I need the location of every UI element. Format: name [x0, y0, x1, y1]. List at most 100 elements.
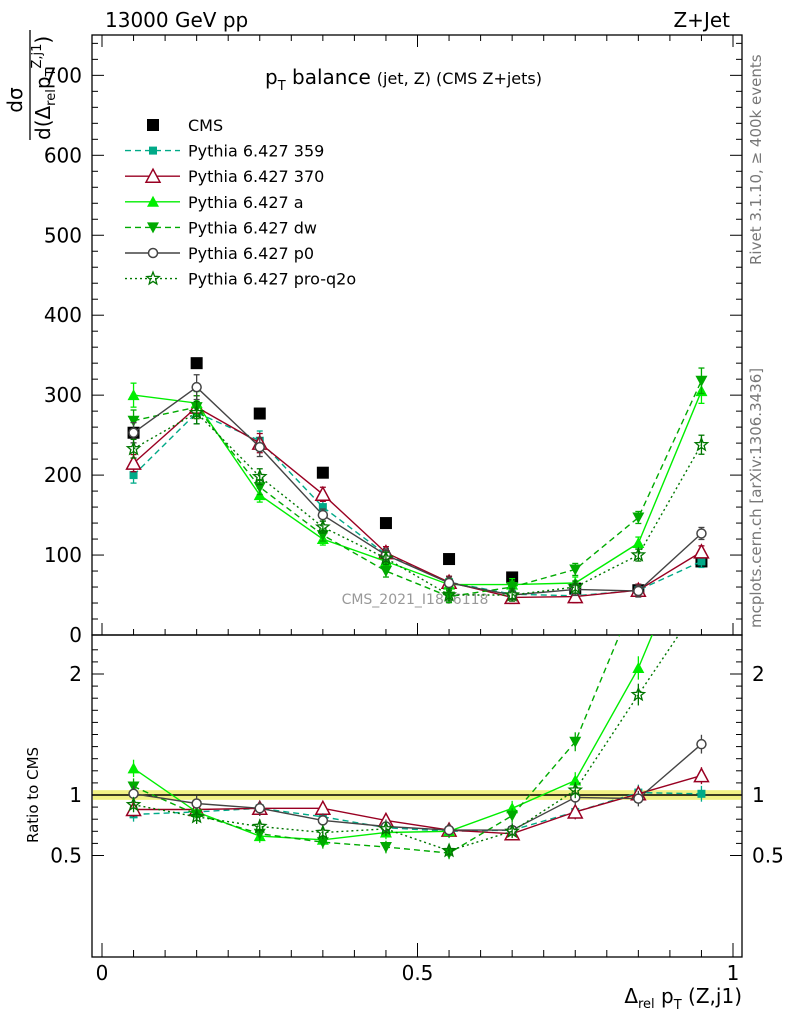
title-main: p	[265, 65, 278, 89]
legend-label: Pythia 6.427 p0	[188, 244, 314, 263]
data-point	[632, 512, 645, 524]
data-point	[693, 436, 710, 452]
main-title: pT balance (jet, Z) (CMS Z+jets)	[265, 65, 542, 94]
legend-marker	[147, 119, 159, 131]
ratio-line	[133, 635, 680, 852]
title-rest: balance	[286, 65, 371, 89]
legend-item-pa: Pythia 6.427 a	[125, 193, 304, 212]
data-point	[253, 407, 266, 420]
data-point	[693, 543, 710, 559]
ratio-point	[191, 798, 202, 809]
ratio-ytick-label-right: 0.5	[752, 844, 784, 868]
data-point	[190, 357, 203, 370]
main-ylabel: dσ d(ΔrelpTZ,j1)	[3, 30, 59, 140]
ylabel-numerator: dσ	[3, 87, 27, 113]
main-ytick-label: 300	[44, 383, 82, 407]
ratio-point	[506, 802, 519, 814]
ratio-ylabel: Ratio to CMS	[24, 747, 42, 843]
data-point	[128, 427, 139, 438]
ratio-point	[693, 767, 710, 783]
main-ytick-label: 600	[44, 143, 82, 167]
ratio-ytick-label: 0.5	[50, 844, 82, 868]
ratio-ytick-label-right: 1	[752, 783, 765, 807]
ratio-ytick-label-right: 2	[752, 662, 765, 686]
data-point	[314, 485, 332, 502]
xlabel-a: Δ	[624, 984, 638, 1008]
ratio-ytick-label: 1	[69, 783, 82, 807]
ratio-point	[567, 781, 584, 797]
legend-item-pproq2o: Pythia 6.427 pro-q2o	[125, 270, 356, 289]
data-point	[566, 588, 584, 604]
legend-item-cms: CMS	[147, 116, 223, 135]
legend-label: Pythia 6.427 a	[188, 193, 304, 212]
legend-label: Pythia 6.427 370	[188, 167, 324, 186]
ratio-xtick-label: 0.5	[402, 961, 434, 985]
data-point	[379, 517, 392, 530]
ylabel-den-b: p	[31, 76, 55, 89]
data-point	[317, 509, 329, 521]
main-ytick-label: 100	[44, 543, 82, 567]
data-point	[443, 577, 455, 589]
ratio-point	[632, 661, 645, 673]
data-point	[251, 468, 268, 484]
legend-label: Pythia 6.427 359	[188, 142, 324, 161]
ratio-point	[695, 511, 707, 522]
rivet-label: Rivet 3.1.10, ≥ 400k events	[747, 54, 765, 265]
header-left: 13000 GeV pp	[105, 8, 248, 32]
ratio-point	[697, 789, 706, 798]
series-line	[133, 380, 703, 598]
main-panel: 0 100 200 300 400 500 600 700	[44, 34, 743, 647]
data-point	[633, 585, 644, 597]
data-point	[630, 546, 647, 562]
legend: CMS Pythia 6.427 359 Pythia 6.427 370 Pythi…	[125, 116, 356, 289]
ratio-xtick-label: 0	[96, 961, 109, 985]
data-point	[129, 471, 138, 480]
legend-marker	[147, 247, 159, 259]
data-point	[569, 564, 582, 576]
main-series-cms	[127, 357, 708, 597]
ratio-point	[569, 774, 582, 786]
ratio-point	[127, 762, 140, 774]
main-ytick-label: 400	[44, 303, 82, 327]
xlabel-c: (Z,j1)	[682, 984, 742, 1008]
ratio-point	[188, 808, 205, 824]
main-ytick-label: 500	[44, 223, 82, 247]
ratio-xtick-label: 1	[727, 961, 740, 985]
data-point	[696, 528, 707, 539]
ylabel-den-sub2: T	[44, 68, 59, 77]
legend-label: Pythia 6.427 dw	[188, 218, 317, 237]
ratio-point	[506, 810, 519, 822]
main-ytick-label: 0	[69, 623, 82, 647]
ylabel-den-a: d(Δ	[31, 106, 55, 140]
ratio-point	[315, 824, 331, 840]
ylabel-denominator: d(ΔrelpTZ,j1)	[30, 36, 59, 140]
ratio-series-group	[125, 488, 710, 860]
ratio-point	[630, 686, 647, 702]
legend-marker	[147, 195, 159, 207]
ratio-ytick-label: 2	[69, 662, 82, 686]
ratio-point	[569, 736, 582, 748]
ratio-point	[696, 738, 707, 750]
data-point	[314, 518, 331, 534]
ratio-point	[316, 837, 329, 849]
ratio-point	[254, 803, 265, 814]
ratio-point	[378, 820, 394, 836]
ratio-xlabel: Δrel pT (Z,j1)	[624, 984, 742, 1013]
mcplots-label: mcplots.cern.ch [arXiv:1306.3436]	[747, 368, 765, 628]
data-point	[127, 389, 140, 401]
legend-item-p359: Pythia 6.427 359	[125, 142, 324, 161]
ylabel-den-sup: Z,j1	[30, 44, 45, 69]
ratio-panel: 0.5 0.5 1 1 2 2 0 0.5 1	[50, 488, 784, 985]
ratio-point	[504, 823, 520, 839]
header-right: Z+Jet	[673, 8, 730, 32]
ratio-point	[125, 796, 142, 812]
xlabel-b: p	[655, 984, 674, 1008]
data-point	[504, 586, 521, 602]
ratio-point	[695, 488, 707, 499]
ratio-point	[251, 818, 268, 834]
data-point	[316, 466, 329, 479]
series-line	[133, 386, 702, 596]
title-small: (jet, Z) (CMS Z+jets)	[377, 69, 542, 88]
data-point	[378, 549, 394, 565]
ratio-point	[443, 824, 455, 836]
